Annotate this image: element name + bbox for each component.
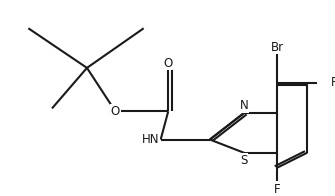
Text: HN: HN (142, 133, 159, 146)
Text: O: O (163, 57, 173, 70)
Text: F: F (274, 183, 280, 196)
Text: S: S (240, 154, 248, 167)
Text: Br: Br (270, 41, 283, 54)
Text: O: O (111, 105, 120, 118)
Text: F: F (331, 76, 335, 89)
Text: N: N (240, 99, 248, 112)
